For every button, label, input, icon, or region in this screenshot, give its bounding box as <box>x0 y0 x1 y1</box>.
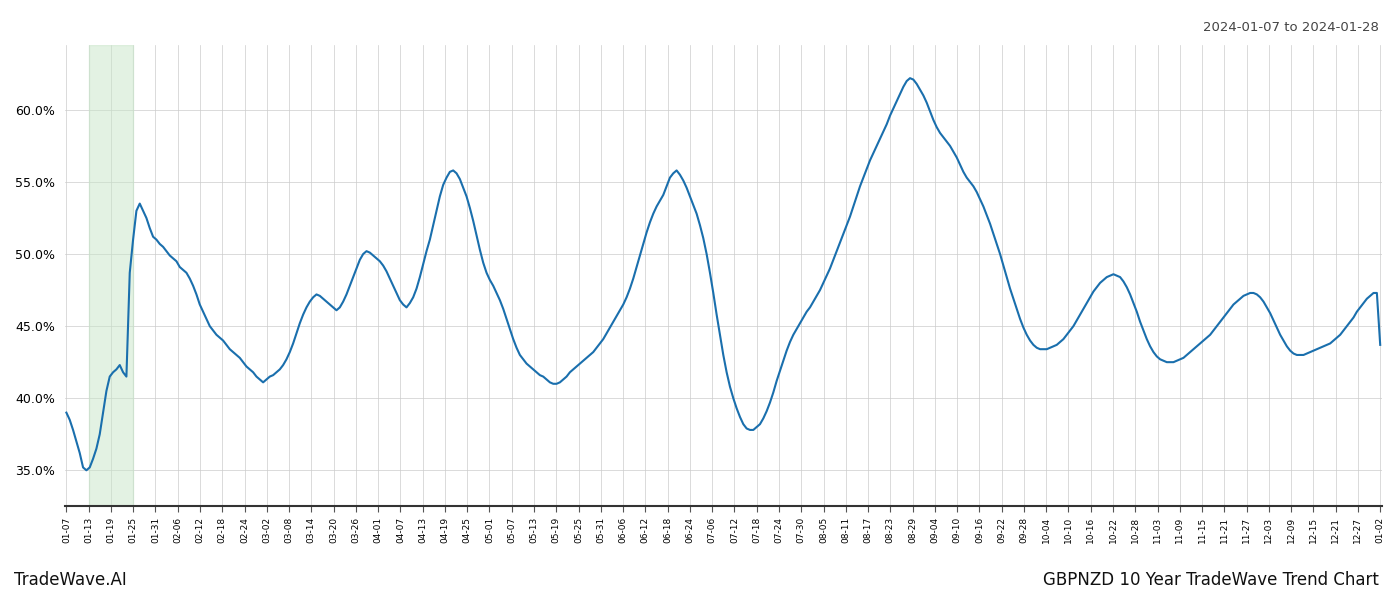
Text: 2024-01-07 to 2024-01-28: 2024-01-07 to 2024-01-28 <box>1203 21 1379 34</box>
Text: TradeWave.AI: TradeWave.AI <box>14 571 127 589</box>
Bar <box>88 45 133 506</box>
Text: GBPNZD 10 Year TradeWave Trend Chart: GBPNZD 10 Year TradeWave Trend Chart <box>1043 571 1379 589</box>
